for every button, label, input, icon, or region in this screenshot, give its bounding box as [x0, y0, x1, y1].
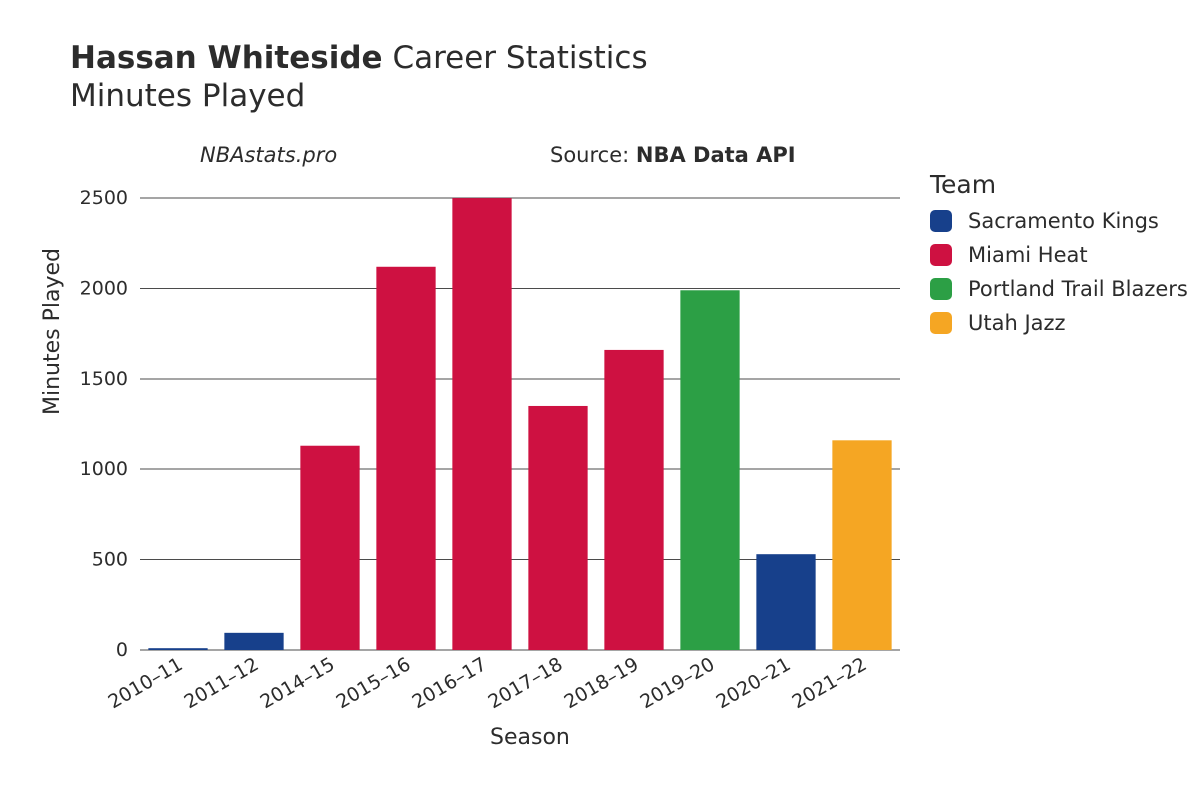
x-tick-label: 2020–21 [712, 653, 794, 713]
legend-label-portland: Portland Trail Blazers [968, 277, 1188, 301]
legend-label-utah: Utah Jazz [968, 311, 1066, 335]
legend-label-miami: Miami Heat [968, 243, 1088, 267]
bar [604, 350, 663, 650]
legend-label-sacramento: Sacramento Kings [968, 209, 1159, 233]
y-axis-label: Minutes Played [40, 248, 65, 415]
legend-swatch-sacramento [930, 210, 952, 232]
legend-item-portland: Portland Trail Blazers [930, 277, 1188, 301]
watermark-text: NBAstats.pro [200, 143, 337, 167]
bar-chart: NBAstats.pro Source: NBA Data API 050010… [140, 180, 900, 650]
source-name: NBA Data API [636, 143, 796, 167]
legend-item-sacramento: Sacramento Kings [930, 209, 1188, 233]
bar [528, 406, 587, 650]
x-axis-label: Season [490, 725, 570, 750]
bar [376, 267, 435, 650]
page: Hassan Whiteside Career Statistics Minut… [0, 0, 1200, 800]
x-tick-label: 2021–22 [788, 653, 870, 713]
bar [832, 440, 891, 650]
legend-item-utah: Utah Jazz [930, 311, 1188, 335]
y-tick-label: 500 [92, 549, 128, 571]
bar [680, 290, 739, 650]
bar [300, 446, 359, 650]
title-suffix: Career Statistics [392, 40, 647, 76]
y-tick-label: 1500 [80, 368, 128, 390]
x-tick-label: 2018–19 [560, 653, 642, 713]
chart-title: Hassan Whiteside Career Statistics Minut… [70, 40, 648, 114]
title-player-name: Hassan Whiteside [70, 40, 383, 76]
bar [224, 633, 283, 650]
bar [756, 554, 815, 650]
y-tick-label: 2000 [80, 277, 128, 299]
x-axis-ticks: 2010–112011–122014–152015–162016–172017–… [104, 653, 870, 713]
legend-item-miami: Miami Heat [930, 243, 1188, 267]
legend-title: Team [930, 170, 1188, 199]
x-tick-label: 2017–18 [484, 653, 566, 713]
y-tick-label: 0 [116, 639, 128, 661]
x-tick-label: 2016–17 [408, 653, 490, 713]
title-subtitle: Minutes Played [70, 78, 648, 114]
legend: Team Sacramento Kings Miami Heat Portlan… [930, 170, 1188, 345]
source-label: Source: [550, 143, 636, 167]
title-line-1: Hassan Whiteside Career Statistics [70, 40, 648, 76]
source-attribution: Source: NBA Data API [550, 143, 796, 167]
y-tick-label: 1000 [80, 458, 128, 480]
bar [452, 198, 511, 650]
x-tick-label: 2014–15 [256, 653, 338, 713]
x-tick-label: 2015–16 [332, 653, 414, 713]
x-tick-label: 2011–12 [180, 653, 262, 713]
bar [148, 648, 207, 650]
legend-swatch-miami [930, 244, 952, 266]
bars [148, 198, 891, 650]
x-tick-label: 2019–20 [636, 653, 718, 713]
x-tick-label: 2010–11 [104, 653, 186, 713]
y-axis-ticks: 0 500 1000 1500 2000 2500 [80, 187, 128, 661]
y-tick-label: 2500 [80, 187, 128, 209]
legend-swatch-utah [930, 312, 952, 334]
legend-swatch-portland [930, 278, 952, 300]
